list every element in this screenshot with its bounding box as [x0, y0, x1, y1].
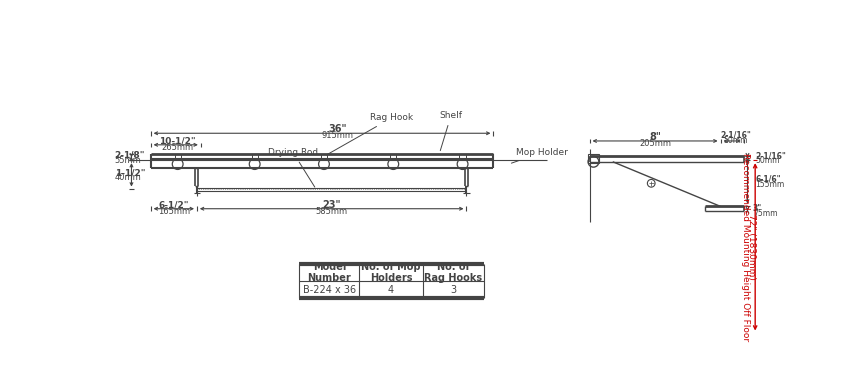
Text: 72" (1830mm): 72" (1830mm) [747, 214, 756, 280]
Text: No. of Mop
Holders: No. of Mop Holders [361, 262, 421, 283]
Text: 55mm: 55mm [115, 156, 141, 165]
Text: 915mm: 915mm [321, 131, 354, 140]
Text: 585mm: 585mm [315, 207, 348, 216]
Text: B-224 x 36: B-224 x 36 [303, 285, 356, 294]
Text: 1-1/2": 1-1/2" [115, 168, 145, 177]
Text: 3: 3 [450, 285, 456, 294]
Text: 36": 36" [328, 124, 347, 135]
Bar [460, 154, 466, 159]
Text: 50mm: 50mm [755, 157, 779, 166]
Text: 50mm: 50mm [723, 136, 748, 145]
Text: 10-1/2": 10-1/2" [159, 136, 196, 146]
Text: 155mm: 155mm [755, 180, 785, 189]
Text: 6-1/6": 6-1/6" [755, 175, 781, 184]
Bar [321, 154, 327, 159]
Text: Mop Holder: Mop Holder [512, 148, 569, 163]
Text: 2-1/16": 2-1/16" [721, 130, 751, 139]
Text: 2-1/16": 2-1/16" [755, 152, 786, 161]
Bar [588, 154, 599, 163]
Text: 2-1/8": 2-1/8" [115, 150, 145, 159]
Text: Model
Number: Model Number [308, 262, 351, 283]
Text: 3": 3" [753, 204, 762, 213]
Text: Rag Hook: Rag Hook [326, 113, 413, 155]
Text: Drying Rod: Drying Rod [268, 148, 318, 187]
Text: 6-1/2": 6-1/2" [159, 200, 189, 209]
Text: 4: 4 [388, 285, 394, 294]
Text: 8": 8" [649, 132, 661, 142]
Text: 40mm: 40mm [115, 174, 141, 182]
Bar [174, 154, 181, 159]
Text: 23": 23" [322, 200, 341, 210]
Bar [390, 154, 396, 159]
Text: 205mm: 205mm [639, 139, 671, 148]
Text: 265mm: 265mm [162, 143, 194, 152]
Text: 165mm: 165mm [158, 207, 190, 216]
Text: Shelf: Shelf [439, 111, 462, 150]
Text: Recommended Mounting Height Off Floor: Recommended Mounting Height Off Floor [740, 153, 750, 341]
Text: 75mm: 75mm [753, 209, 778, 218]
Bar [252, 154, 258, 159]
Text: No. of
Rag Hooks: No. of Rag Hooks [424, 262, 483, 283]
